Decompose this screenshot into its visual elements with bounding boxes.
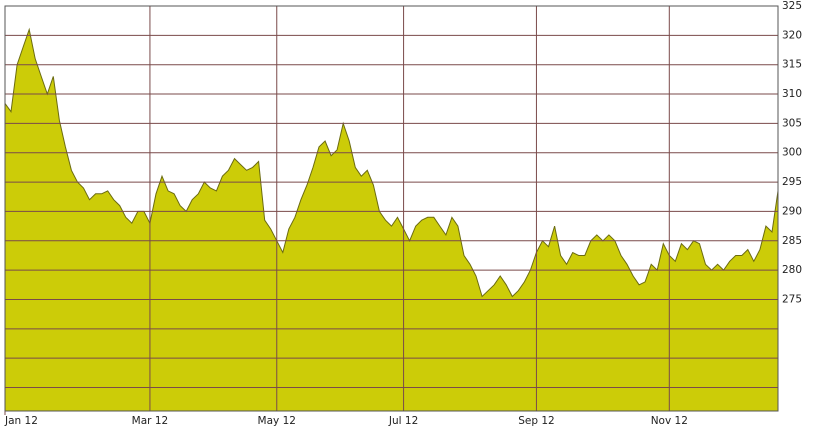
area-fill (5, 29, 778, 411)
x-tick-label: Nov 12 (651, 415, 688, 427)
y-tick-label: 285 (782, 235, 802, 247)
y-tick-label: 295 (782, 176, 802, 188)
plot-border (4, 5, 779, 412)
x-tick-label: Sep 12 (518, 415, 555, 427)
x-tick-label: Mar 12 (132, 415, 169, 427)
y-tick-label: 300 (782, 147, 802, 159)
y-tick-label: 290 (782, 205, 802, 217)
y-tick-label: 325 (782, 0, 802, 12)
y-tick-label: 315 (782, 59, 802, 71)
y-tick-label: 280 (782, 264, 802, 276)
x-tick-label: Jul 12 (388, 415, 418, 427)
y-tick-label: 275 (782, 293, 802, 305)
y-tick-label: 310 (782, 88, 802, 100)
y-tick-label: 320 (782, 29, 802, 41)
x-tick-label: Jan 12 (4, 415, 38, 427)
x-tick-label: May 12 (258, 415, 296, 427)
y-tick-label: 305 (782, 117, 802, 129)
